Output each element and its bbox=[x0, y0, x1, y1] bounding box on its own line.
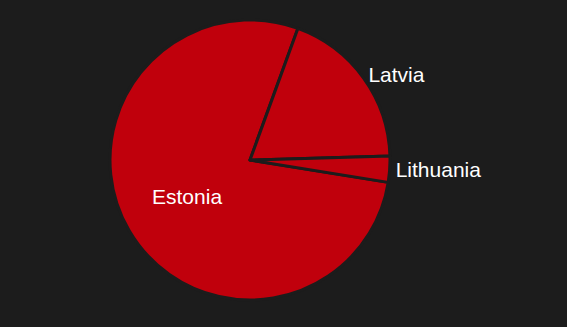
svg-text:Lithuania: Lithuania bbox=[396, 158, 482, 181]
svg-text:Estonia: Estonia bbox=[152, 185, 222, 208]
svg-text:Latvia: Latvia bbox=[368, 63, 424, 86]
